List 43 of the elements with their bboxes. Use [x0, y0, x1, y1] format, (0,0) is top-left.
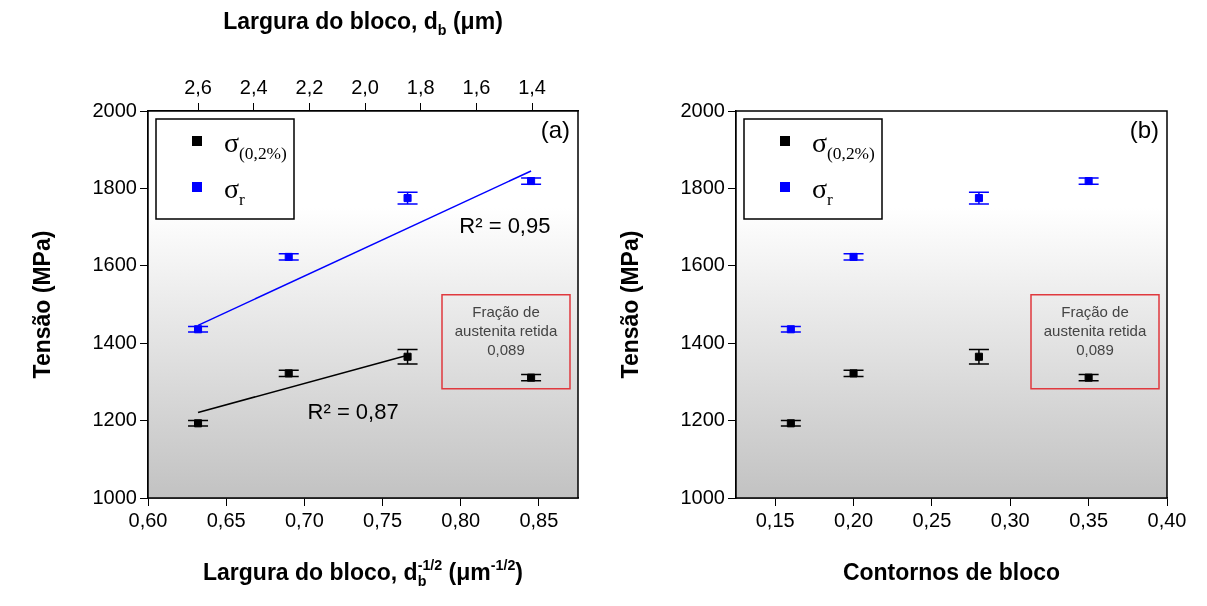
y-tick-label: 1800: [92, 175, 137, 198]
x-tick-label: 0,65: [206, 508, 246, 531]
x-axis-title: Contornos de bloco: [842, 559, 1061, 586]
x-tick-label: 0,70: [284, 508, 324, 531]
annotation: (a): [540, 115, 570, 143]
annotation: Fração de austenita retida 0,089: [1043, 302, 1147, 358]
x2-tick-label: 2,0: [351, 75, 379, 98]
point: [849, 369, 858, 378]
x2-tick-label: 1,4: [518, 75, 546, 98]
annotation: Fração de austenita retida 0,089: [454, 302, 558, 358]
point: [403, 194, 412, 203]
y-tick-label: 1400: [92, 330, 137, 353]
x-tick-label: 0,75: [363, 508, 403, 531]
y-tick-label: 1000: [92, 485, 137, 508]
x2-tick-label: 1,8: [406, 75, 435, 98]
x-tick-label: 0,60: [128, 508, 168, 531]
x2-tick-label: 2,4: [239, 75, 268, 98]
x-tick-label: 0,35: [1069, 508, 1109, 531]
x-tick-label: 0,30: [990, 508, 1030, 531]
y-tick-label: 2000: [680, 98, 725, 121]
x2-tick-label: 1,6: [462, 75, 491, 98]
y-axis-title: Tensão (MPa): [29, 230, 56, 379]
annotation: R² = 0,95: [459, 213, 551, 239]
y-tick-label: 1800: [680, 175, 725, 198]
y-tick-label: 1200: [92, 408, 137, 431]
y-tick-label: 1600: [92, 253, 137, 276]
x-tick-label: 0,40: [1147, 508, 1187, 531]
x-tick-label: 0,85: [519, 508, 559, 531]
point: [1084, 373, 1093, 382]
y-tick-label: 1200: [680, 408, 725, 431]
annotation: R² = 0,87: [307, 398, 399, 424]
x-tick-label: 0,15: [755, 508, 795, 531]
y-axis-title: Tensão (MPa): [617, 230, 644, 379]
annotation: (b): [1129, 115, 1159, 143]
x2-tick-label: 2,6: [184, 75, 212, 98]
x-tick-label: 0,25: [912, 508, 952, 531]
y-tick-label: 1000: [680, 485, 725, 508]
x-tick-label: 0,80: [441, 508, 481, 531]
y-tick-label: 1600: [680, 253, 725, 276]
x2-tick-label: 2,2: [295, 75, 324, 98]
x-tick-label: 0,20: [834, 508, 874, 531]
y-tick-label: 1400: [680, 330, 725, 353]
y-tick-label: 2000: [92, 98, 137, 121]
